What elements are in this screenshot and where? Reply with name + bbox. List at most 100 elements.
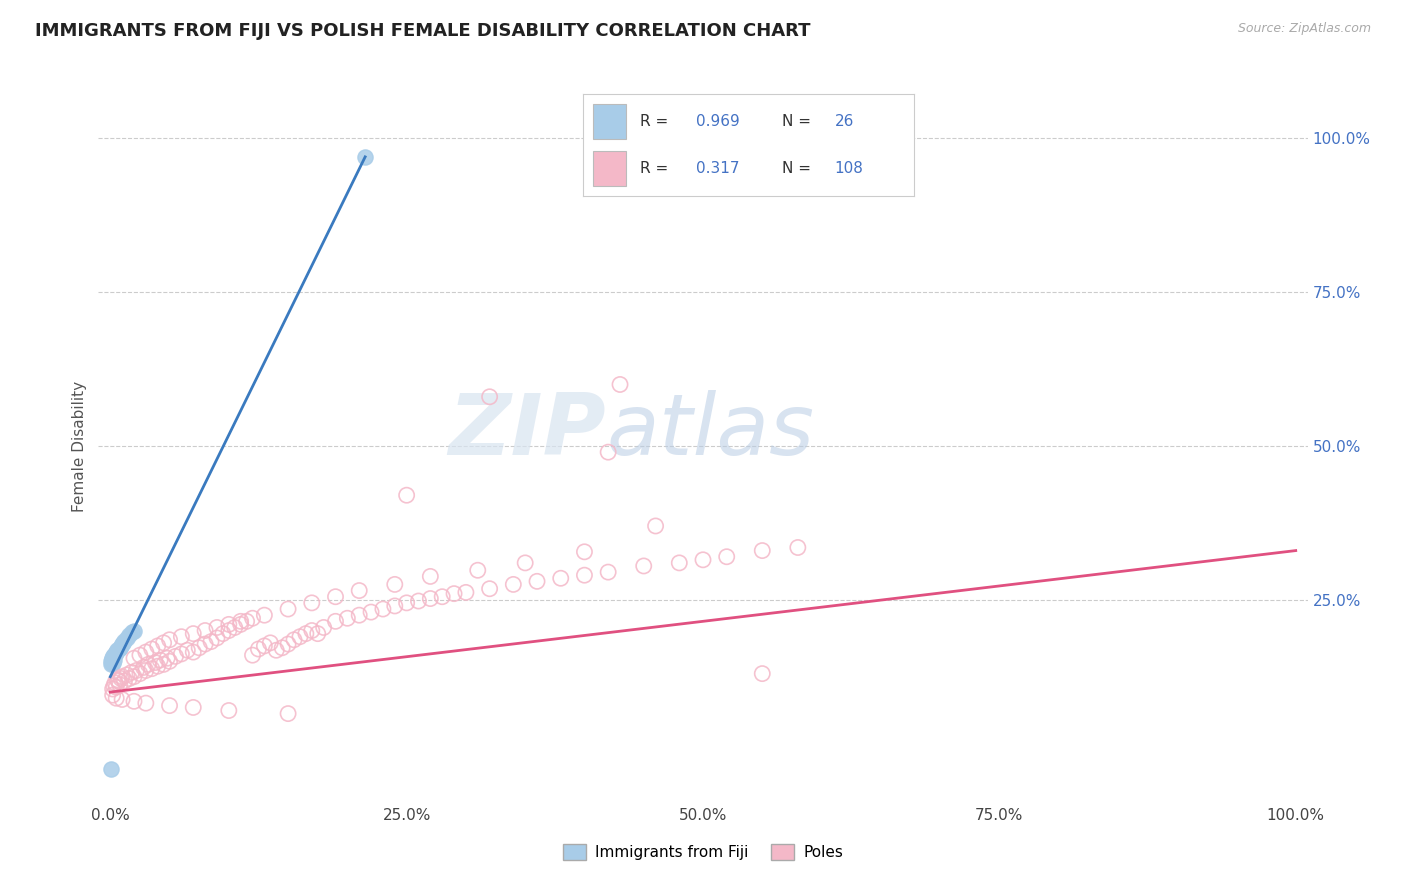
Point bbox=[668, 556, 690, 570]
Point bbox=[121, 624, 143, 639]
Point bbox=[264, 643, 287, 657]
Point bbox=[101, 688, 124, 702]
Point bbox=[253, 639, 276, 653]
Legend: Immigrants from Fiji, Poles: Immigrants from Fiji, Poles bbox=[557, 838, 849, 866]
Point bbox=[115, 668, 138, 682]
Point bbox=[205, 631, 228, 645]
Point bbox=[135, 696, 157, 710]
Point bbox=[176, 643, 198, 657]
Point bbox=[101, 651, 124, 665]
Point bbox=[118, 672, 141, 686]
Point bbox=[644, 519, 666, 533]
Point bbox=[235, 615, 257, 629]
Point bbox=[218, 624, 240, 638]
Point bbox=[277, 637, 299, 651]
Point bbox=[108, 678, 131, 692]
Point bbox=[101, 681, 124, 696]
Point bbox=[259, 636, 281, 650]
Point bbox=[295, 626, 318, 640]
Point bbox=[786, 541, 808, 555]
Point bbox=[716, 549, 738, 564]
Point bbox=[242, 648, 264, 662]
Point bbox=[277, 706, 299, 721]
Point bbox=[347, 608, 370, 623]
Point bbox=[105, 691, 128, 706]
Point bbox=[159, 654, 181, 668]
Point bbox=[135, 645, 157, 659]
Point bbox=[104, 645, 127, 659]
Text: 0.317: 0.317 bbox=[696, 161, 740, 176]
Point bbox=[132, 660, 155, 674]
Point bbox=[432, 590, 454, 604]
Point bbox=[443, 587, 465, 601]
Point bbox=[107, 673, 129, 688]
Point bbox=[129, 666, 152, 681]
Point bbox=[325, 590, 347, 604]
Point bbox=[107, 642, 129, 657]
Point bbox=[242, 611, 264, 625]
Point bbox=[205, 620, 228, 634]
Text: ZIP: ZIP bbox=[449, 390, 606, 474]
Text: IMMIGRANTS FROM FIJI VS POLISH FEMALE DISABILITY CORRELATION CHART: IMMIGRANTS FROM FIJI VS POLISH FEMALE DI… bbox=[35, 22, 811, 40]
Point bbox=[149, 653, 172, 667]
Point bbox=[103, 653, 125, 667]
Point bbox=[104, 647, 127, 661]
Point bbox=[598, 565, 620, 579]
Point bbox=[121, 665, 143, 680]
Point bbox=[122, 694, 145, 708]
Point bbox=[371, 602, 394, 616]
Point bbox=[325, 615, 347, 629]
Text: R =: R = bbox=[640, 161, 668, 176]
Text: N =: N = bbox=[782, 114, 811, 128]
Point bbox=[384, 599, 406, 613]
Point bbox=[135, 664, 157, 678]
Point bbox=[181, 626, 204, 640]
Y-axis label: Female Disability: Female Disability bbox=[72, 380, 87, 512]
Text: R =: R = bbox=[640, 114, 668, 128]
Point bbox=[574, 568, 596, 582]
Point bbox=[103, 679, 125, 693]
Point bbox=[112, 636, 135, 650]
Point bbox=[419, 569, 441, 583]
Text: 0.969: 0.969 bbox=[696, 114, 740, 128]
Point bbox=[181, 645, 204, 659]
Point bbox=[229, 615, 252, 629]
Point bbox=[307, 626, 329, 640]
FancyBboxPatch shape bbox=[593, 151, 627, 186]
Point bbox=[105, 680, 128, 694]
Point bbox=[598, 445, 620, 459]
Point bbox=[110, 639, 132, 653]
Point bbox=[395, 488, 418, 502]
Point bbox=[478, 582, 501, 596]
Point bbox=[105, 643, 128, 657]
Text: N =: N = bbox=[782, 161, 811, 176]
Point bbox=[122, 670, 145, 684]
Point bbox=[100, 657, 122, 672]
Point bbox=[125, 664, 148, 678]
Point bbox=[384, 577, 406, 591]
Point bbox=[347, 583, 370, 598]
Point bbox=[633, 558, 655, 573]
FancyBboxPatch shape bbox=[593, 104, 627, 139]
Text: Source: ZipAtlas.com: Source: ZipAtlas.com bbox=[1237, 22, 1371, 36]
Point bbox=[136, 657, 159, 672]
Point bbox=[277, 602, 299, 616]
Point bbox=[301, 596, 323, 610]
Point bbox=[609, 377, 631, 392]
Point bbox=[301, 624, 323, 638]
Point bbox=[354, 150, 377, 164]
Point bbox=[159, 632, 181, 647]
Point bbox=[218, 617, 240, 632]
Point bbox=[467, 563, 489, 577]
Point bbox=[103, 648, 125, 662]
Point bbox=[288, 630, 311, 644]
Point bbox=[115, 631, 138, 645]
Point bbox=[101, 653, 124, 667]
Point bbox=[156, 651, 179, 665]
Point bbox=[103, 649, 125, 664]
Text: atlas: atlas bbox=[606, 390, 814, 474]
Point bbox=[200, 634, 222, 648]
Point bbox=[114, 673, 136, 688]
Point bbox=[141, 662, 163, 676]
Point bbox=[751, 543, 773, 558]
